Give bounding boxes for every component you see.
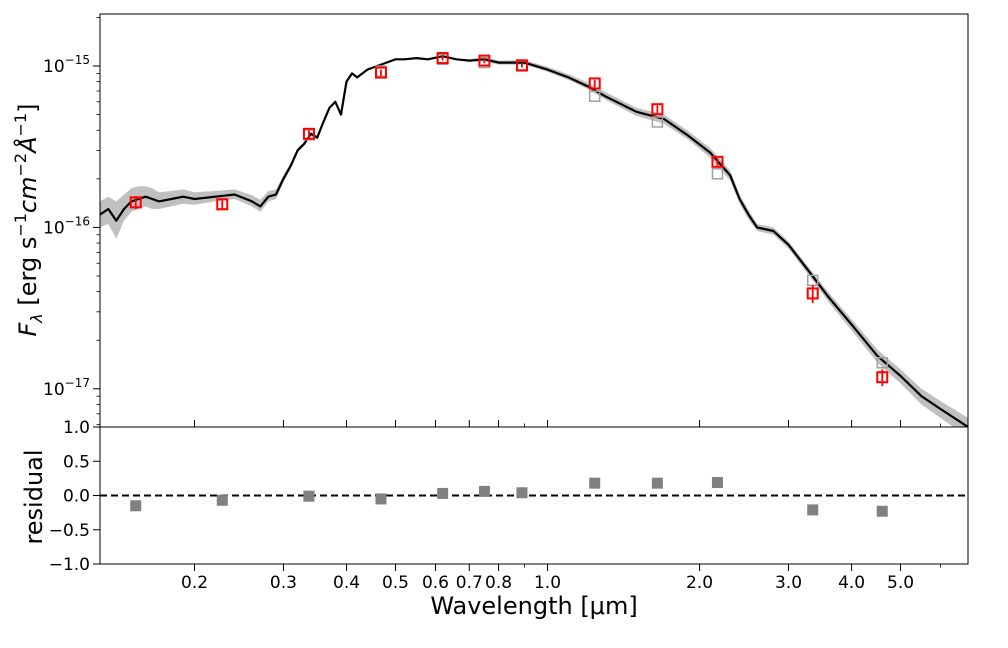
residual-point <box>876 505 888 517</box>
observed-point <box>374 66 387 79</box>
model-photometry-point <box>711 168 724 180</box>
residual-point <box>437 487 449 499</box>
residual-point <box>478 485 490 497</box>
x-axis: 0.2 0.3 0.4 0.5 0.6 0.7 0.8 1.0 2.0 3.0 4.0 5.0 <box>181 420 941 593</box>
observed-point <box>876 371 889 384</box>
model-spectrum-line <box>100 55 968 427</box>
residual-point <box>711 476 723 488</box>
x-tick-label: 0.2 <box>181 573 208 593</box>
x-tick-label: 0.3 <box>270 573 297 593</box>
observed-point <box>711 155 724 168</box>
sed-panel: 10−15 10−16 10−17 Fλ [erg s−1cm−2Å−1] <box>11 13 969 428</box>
residual-point <box>130 500 142 512</box>
residual-y-tick-label: 0.0 <box>63 487 90 507</box>
sed-y-tick-label: 10−17 <box>43 376 90 400</box>
sed-y-tick-label: 10−16 <box>43 214 90 238</box>
observed-point <box>588 77 601 90</box>
x-tick-label: 0.8 <box>485 573 512 593</box>
residual-point <box>216 494 228 506</box>
x-tick-label: 3.0 <box>775 573 802 593</box>
residual-y-tick-label: −1.0 <box>49 555 90 575</box>
residual-point <box>375 493 387 505</box>
observed-point <box>806 287 819 300</box>
x-tick-label: 0.7 <box>456 573 483 593</box>
model-uncertainty-band <box>100 55 968 427</box>
residual-panel: −1.0 −0.5 0.0 0.5 1.0 residual <box>20 418 969 575</box>
observed-point <box>478 54 491 67</box>
x-tick-label: 1.0 <box>534 573 561 593</box>
residual-y-tick-label: 1.0 <box>63 418 90 438</box>
observed-point <box>129 196 142 209</box>
residual-y-axis-label: residual <box>20 449 48 544</box>
sed-panel-frame <box>99 13 969 428</box>
residual-y-tick-label: 0.5 <box>63 452 90 472</box>
observed-point <box>216 198 229 211</box>
x-tick-label: 0.5 <box>382 573 409 593</box>
residual-point <box>589 477 601 489</box>
observed-point <box>302 127 315 140</box>
sed-y-axis-label: Fλ [erg s−1cm−2Å−1] <box>11 103 46 336</box>
residual-point <box>303 490 315 502</box>
observed-point <box>651 103 664 116</box>
sed-y-tick-label: 10−15 <box>43 53 90 77</box>
observed-point <box>436 52 449 65</box>
model-photometry-point <box>588 90 601 102</box>
model-photometry-point <box>876 357 889 369</box>
x-tick-label: 4.0 <box>838 573 865 593</box>
x-tick-label: 0.4 <box>333 573 360 593</box>
residual-y-tick-label: −0.5 <box>49 521 90 541</box>
model-photometry-point <box>651 116 664 128</box>
residual-point <box>807 504 819 516</box>
x-tick-label: 5.0 <box>887 573 914 593</box>
x-tick-label: 0.6 <box>422 573 449 593</box>
residual-point <box>651 477 663 489</box>
x-tick-label: 2.0 <box>686 573 713 593</box>
residual-point <box>516 487 528 499</box>
observed-point <box>515 59 528 72</box>
x-axis-label: Wavelength [μm] <box>430 592 637 620</box>
